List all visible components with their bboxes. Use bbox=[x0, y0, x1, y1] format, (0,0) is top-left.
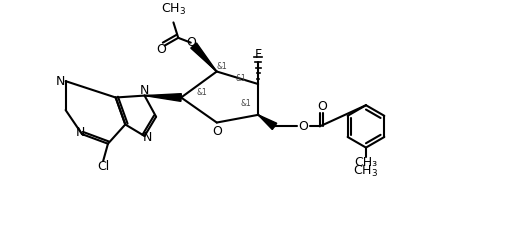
Text: N: N bbox=[140, 84, 149, 97]
Text: CH₃: CH₃ bbox=[354, 156, 377, 169]
Text: O: O bbox=[156, 43, 166, 56]
Text: N: N bbox=[143, 132, 152, 144]
Text: &1: &1 bbox=[241, 99, 251, 108]
Text: CH$_3$: CH$_3$ bbox=[161, 1, 186, 17]
Text: N: N bbox=[56, 75, 66, 88]
Polygon shape bbox=[191, 43, 217, 72]
Text: &1: &1 bbox=[235, 74, 246, 83]
Text: Cl: Cl bbox=[97, 160, 110, 173]
Polygon shape bbox=[145, 94, 181, 101]
Text: &1: &1 bbox=[197, 88, 208, 97]
Text: O: O bbox=[318, 100, 328, 113]
Text: N: N bbox=[75, 126, 85, 139]
Text: O: O bbox=[186, 36, 195, 49]
Text: O: O bbox=[299, 120, 308, 133]
Text: &1: &1 bbox=[216, 62, 227, 71]
Text: CH$_3$: CH$_3$ bbox=[353, 164, 378, 179]
Text: F: F bbox=[255, 48, 261, 61]
Polygon shape bbox=[258, 115, 277, 130]
Text: O: O bbox=[212, 125, 222, 138]
